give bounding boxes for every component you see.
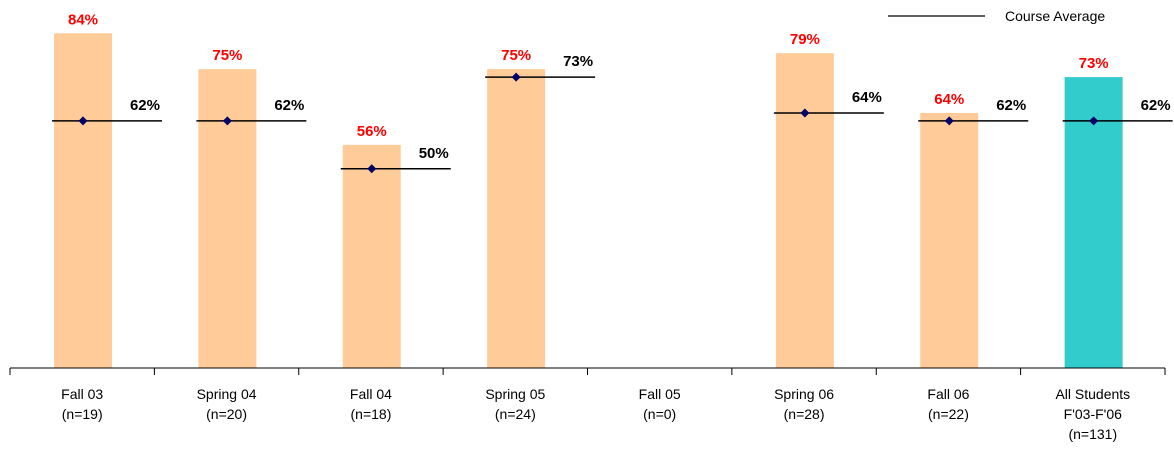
bar-2	[342, 144, 401, 368]
avg-marker-0	[78, 116, 88, 126]
category-label-6: Fall 06 (n=22)	[927, 386, 969, 422]
avg-value-label-6: 62%	[996, 97, 1026, 114]
category-label-line: F'03-F'06	[1064, 406, 1122, 422]
category-label-0: Fall 03 (n=19)	[61, 386, 103, 422]
avg-value-label-5: 64%	[852, 89, 882, 106]
category-label-line: (n=28)	[784, 406, 825, 422]
avg-marker-1	[222, 116, 232, 126]
avg-value-label-1: 62%	[274, 97, 304, 114]
bar-value-label-7: 73%	[1079, 55, 1109, 72]
x-axis	[9, 367, 1166, 375]
category-label-line: Spring 04	[197, 386, 257, 402]
category-label-line: Fall 04	[350, 386, 392, 402]
category-label-line: (n=18)	[351, 406, 392, 422]
bar-value-label-1: 75%	[212, 47, 242, 64]
avg-marker-7	[1089, 116, 1099, 126]
avg-marker-2	[367, 164, 377, 174]
bar-3	[487, 69, 546, 368]
course-average-group: 62% 62% 50% 73% 64% 62% 62%	[52, 53, 1173, 174]
legend-label: Course Average	[1005, 8, 1105, 24]
category-label-line: Fall 03	[61, 386, 103, 402]
category-label-line: Spring 06	[774, 386, 834, 402]
category-label-line: (n=20)	[206, 406, 247, 422]
category-label-2: Fall 04 (n=18)	[350, 386, 392, 422]
legend: Course Average	[888, 8, 1105, 24]
category-label-line: Spring 05	[485, 386, 545, 402]
category-label-line: Fall 05	[639, 386, 681, 402]
category-label-3: Spring 05 (n=24)	[485, 386, 545, 422]
bar-7	[1064, 77, 1123, 368]
category-label-line: (n=0)	[643, 406, 676, 422]
category-label-5: Spring 06 (n=28)	[774, 386, 834, 422]
category-labels: Fall 03 (n=19) Spring 04 (n=20) Fall 04 (n=18…	[61, 386, 1130, 442]
category-label-line: (n=19)	[62, 406, 103, 422]
bar-0	[54, 33, 112, 368]
bar-value-label-0: 84%	[68, 11, 98, 28]
bar-value-label-5: 79%	[790, 31, 820, 48]
category-label-7: All Students F'03-F'06 (n=131)	[1055, 386, 1130, 442]
avg-marker-6	[944, 116, 954, 126]
bar-5	[775, 53, 834, 369]
avg-value-label-3: 73%	[563, 53, 593, 70]
bar-6	[920, 112, 979, 369]
bar-1	[198, 69, 257, 368]
category-label-line: (n=131)	[1068, 426, 1117, 442]
bar-value-label-3: 75%	[501, 47, 531, 64]
category-label-line: All Students	[1055, 386, 1130, 402]
avg-value-label-2: 50%	[419, 145, 449, 162]
category-label-line: (n=22)	[928, 406, 969, 422]
bar-value-label-6: 64%	[934, 91, 964, 108]
avg-marker-5	[800, 108, 810, 118]
avg-value-label-0: 62%	[130, 97, 160, 114]
bar-value-label-2: 56%	[357, 123, 387, 140]
avg-marker-3	[511, 72, 521, 82]
category-label-line: Fall 06	[927, 386, 969, 402]
bars-group: 84% 75% 56% 75% 79% 64% 73%	[54, 11, 1123, 369]
avg-value-label-7: 62%	[1141, 97, 1171, 114]
category-label-1: Spring 04 (n=20)	[197, 386, 257, 422]
category-label-4: Fall 05 (n=0)	[639, 386, 681, 422]
category-label-line: (n=24)	[495, 406, 536, 422]
